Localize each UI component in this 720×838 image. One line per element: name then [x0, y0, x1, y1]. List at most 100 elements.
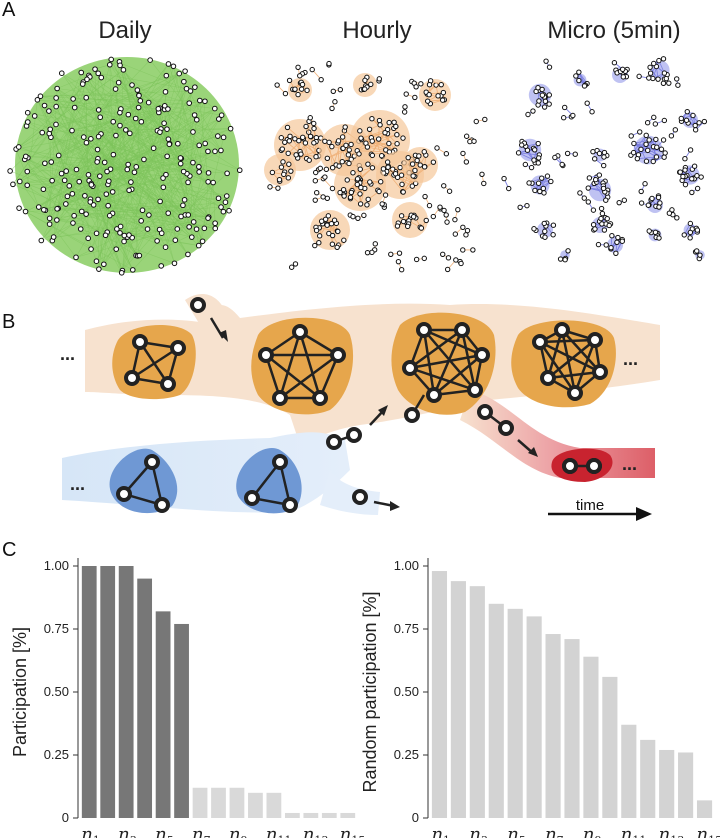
daily-node [42, 160, 48, 167]
bar-n7 [192, 787, 208, 818]
micro-node [606, 222, 612, 229]
hourly-node [329, 232, 336, 239]
daily-node [79, 81, 86, 87]
hourly-node [401, 109, 408, 115]
hourly-node [357, 191, 363, 197]
hourly-node [364, 249, 371, 256]
daily-node [22, 153, 29, 160]
hourly-node [434, 145, 440, 151]
daily-node [132, 115, 139, 122]
daily-node [136, 92, 142, 99]
daily-node [196, 163, 202, 170]
hourly-node [287, 133, 293, 140]
hourly-node [312, 242, 318, 249]
hourly-node [346, 147, 353, 153]
daily-node [114, 226, 120, 232]
daily-edge [108, 205, 216, 229]
hourly-node [402, 104, 408, 110]
diagram-edge [409, 328, 463, 370]
daily-node [80, 134, 87, 140]
hourly-node [372, 241, 378, 247]
hourly-node [288, 264, 295, 270]
hourly-node [316, 239, 322, 246]
daily-node [46, 108, 52, 114]
daily-edge [148, 102, 184, 172]
hourly-node [398, 172, 405, 178]
daily-edge [73, 98, 170, 144]
daily-node [95, 107, 102, 113]
diagram-node [116, 486, 132, 502]
micro-node [666, 210, 673, 216]
hourly-node [482, 116, 488, 123]
x-tick-label: n11 [621, 824, 647, 838]
daily-node [215, 195, 222, 202]
micro-node [672, 127, 679, 133]
hourly-node [378, 179, 384, 185]
daily-node [181, 197, 188, 203]
daily-node [205, 215, 211, 221]
daily-edge [109, 64, 191, 177]
hourly-node [278, 135, 284, 141]
daily-node [177, 160, 184, 167]
daily-node [157, 198, 163, 205]
daily-node [110, 151, 117, 158]
daily-node [70, 220, 76, 226]
daily-node [163, 171, 169, 178]
hourly-node [409, 161, 416, 167]
bar-n12 [284, 812, 300, 818]
daily-edge [74, 73, 180, 108]
hourly-node [350, 213, 356, 220]
micro-node [548, 178, 554, 185]
daily-edge [98, 70, 186, 111]
hourly-node [347, 194, 354, 201]
hourly-edge [298, 140, 319, 157]
hourly-node [340, 186, 347, 193]
hourly-node [348, 141, 354, 148]
daily-node [106, 61, 113, 68]
micro-node [674, 215, 680, 221]
hourly-node [337, 189, 343, 196]
micro-edge [637, 156, 657, 160]
daily-node [129, 267, 136, 273]
daily-edge [159, 107, 224, 138]
daily-node [15, 144, 22, 150]
micro-node [668, 133, 675, 139]
daily-node [98, 74, 105, 81]
daily-edge [208, 182, 214, 218]
daily-node [117, 109, 123, 116]
daily-node [171, 260, 178, 267]
y-tick-label: 0.25 [394, 747, 419, 762]
bar-n13 [659, 749, 675, 818]
hourly-node [441, 207, 447, 214]
daily-edge [24, 159, 59, 209]
daily-edge [67, 109, 165, 197]
micro-node [585, 199, 592, 205]
micro-node [565, 248, 571, 254]
diagram-edge [265, 354, 321, 399]
hourly-node [364, 144, 371, 150]
diagram-edge [409, 353, 483, 370]
micro-node [652, 121, 659, 127]
micro-node [649, 195, 655, 202]
diagram-node [190, 297, 206, 313]
hourly-node [285, 175, 292, 181]
hourly-node [471, 138, 477, 144]
bar-n2 [100, 566, 116, 818]
micro-node [651, 114, 657, 121]
y-tick-label: 0 [62, 810, 69, 825]
daily-node [137, 97, 144, 104]
hourly-node [285, 150, 291, 157]
y-axis-label: Participation [%] [10, 627, 30, 757]
micro-node [595, 241, 602, 248]
daily-node [161, 120, 167, 126]
micro-node [600, 162, 607, 169]
bar-n11 [621, 724, 637, 818]
micro-node [599, 210, 606, 217]
hourly-node [453, 257, 459, 263]
daily-node [125, 161, 131, 168]
daily-edge [107, 122, 165, 185]
diagram-node [467, 382, 483, 398]
micro-node [604, 215, 610, 222]
micro-node [687, 235, 693, 241]
hourly-node [295, 64, 301, 70]
